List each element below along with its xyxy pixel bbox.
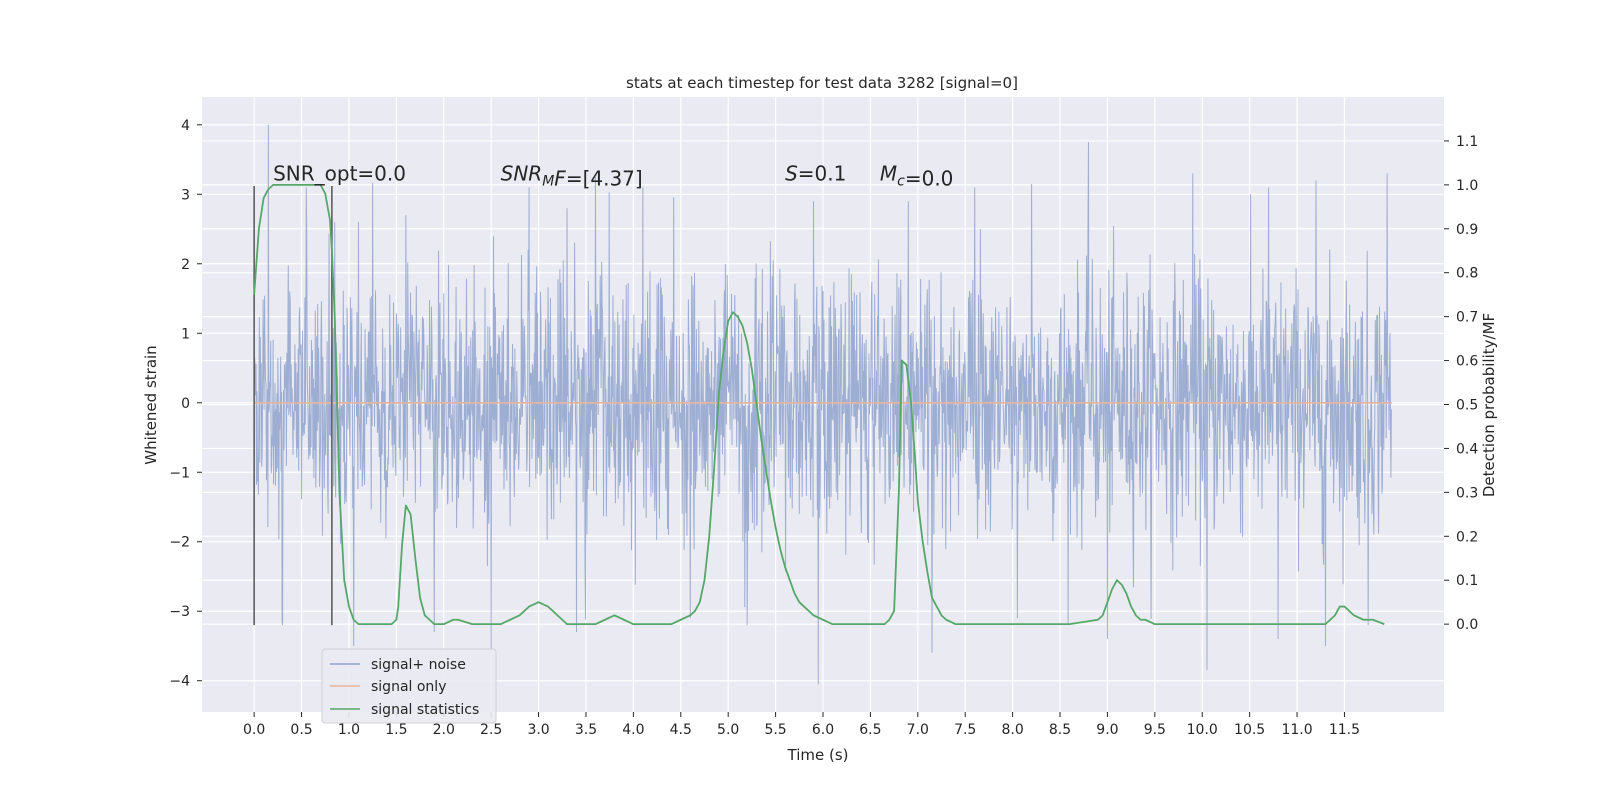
y-left-tick-label: −2 <box>169 535 190 551</box>
y-axis-right-label: Detection probability/MF <box>1480 313 1498 497</box>
y-left-tick-label: −1 <box>169 465 190 481</box>
legend-label-signal-statistics: signal statistics <box>371 702 479 718</box>
annotation-3: Mc=0.0 <box>880 161 954 190</box>
y-right-tick-label: 0.7 <box>1456 310 1478 326</box>
legend-label-signal-only: signal only <box>371 679 446 695</box>
axis-ticks: 0.0 0.5 1.0 1.5 2.0 2.5 3.0 3.5 4.0 4.5 5.0 5.5 6.0 6… <box>169 118 1478 738</box>
x-tick-label: 7.5 <box>954 722 976 738</box>
x-tick-label: 4.0 <box>622 722 644 738</box>
y-right-tick-label: 0.4 <box>1456 441 1478 457</box>
x-tick-label: 1.5 <box>385 722 407 738</box>
x-tick-label: 2.0 <box>433 722 455 738</box>
y-right-tick-label: 0.2 <box>1456 529 1478 545</box>
y-left-tick-label: 1 <box>181 326 190 342</box>
x-tick-label: 10.5 <box>1234 722 1265 738</box>
y-right-tick-label: 1.1 <box>1456 134 1478 150</box>
y-left-tick-label: 3 <box>181 187 190 203</box>
x-tick-label: 11.0 <box>1281 722 1312 738</box>
x-tick-label: 1.0 <box>338 722 360 738</box>
annotation-1: SNRMF=[4.37] <box>501 161 643 190</box>
x-tick-label: 9.0 <box>1096 722 1118 738</box>
y-right-tick-label: 0.0 <box>1456 617 1478 633</box>
annotations: SNR_opt=0.0 SNRMF=[4.37] S=0.1 Mc=0.0 <box>273 161 953 190</box>
x-tick-label: 10.0 <box>1187 722 1218 738</box>
x-tick-label: 6.5 <box>859 722 881 738</box>
x-tick-label: 5.5 <box>764 722 786 738</box>
x-tick-label: 3.0 <box>527 722 549 738</box>
y-left-tick-label: 0 <box>181 396 190 412</box>
legend: signal+ noise signal only signal statist… <box>321 648 497 724</box>
x-tick-label: 8.5 <box>1049 722 1071 738</box>
x-tick-label: 9.5 <box>1144 722 1166 738</box>
y-left-tick-label: −3 <box>169 604 190 620</box>
signal-statistics-line <box>253 183 1385 626</box>
x-tick-label: 6.0 <box>812 722 834 738</box>
y-right-tick-label: 1.0 <box>1456 178 1478 194</box>
y-axis-left-label: Whitened strain <box>142 345 160 464</box>
y-right-tick-label: 0.5 <box>1456 398 1478 414</box>
y-right-tick-label: 0.1 <box>1456 573 1478 589</box>
x-tick-label: 3.5 <box>575 722 597 738</box>
x-tick-label: 5.0 <box>717 722 739 738</box>
x-axis-label: Time (s) <box>787 746 849 764</box>
x-tick-label: 0.5 <box>290 722 312 738</box>
y-left-tick-label: −4 <box>169 674 190 690</box>
x-tick-label: 2.5 <box>480 722 502 738</box>
y-left-tick-label: 2 <box>181 257 190 273</box>
x-tick-label: 11.5 <box>1329 722 1360 738</box>
x-tick-label: 4.5 <box>670 722 692 738</box>
y-right-tick-label: 0.6 <box>1456 354 1478 370</box>
series-signal-statistics <box>253 183 1385 626</box>
series-signal-noise <box>253 124 1392 685</box>
legend-box <box>321 648 497 724</box>
legend-label-signal-noise: signal+ noise <box>371 657 466 673</box>
annotation-2: S=0.1 <box>785 161 846 185</box>
y-right-tick-label: 0.8 <box>1456 266 1478 282</box>
x-tick-label: 8.0 <box>1001 722 1023 738</box>
chart-title: stats at each timestep for test data 328… <box>626 74 1018 92</box>
y-right-tick-label: 0.3 <box>1456 485 1478 501</box>
x-tick-label: 0.0 <box>243 722 265 738</box>
y-left-tick-label: 4 <box>181 118 190 134</box>
annotation-0: SNR_opt=0.0 <box>273 161 406 185</box>
x-tick-label: 7.0 <box>907 722 929 738</box>
y-right-tick-label: 0.9 <box>1456 222 1478 238</box>
signal-noise-line <box>253 124 1392 685</box>
